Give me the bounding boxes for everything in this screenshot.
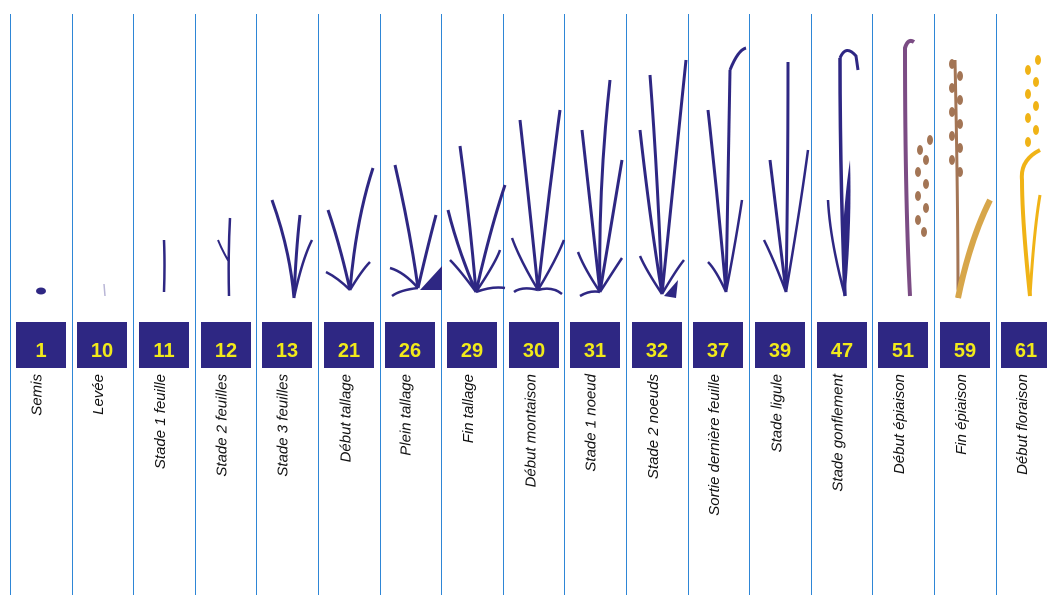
column-separators xyxy=(10,14,997,595)
stage-label: Stade 2 noeuds xyxy=(617,374,662,574)
stage-label: Plein tallage xyxy=(370,374,415,574)
plant-3-feuilles-icon xyxy=(270,199,314,299)
stage-label-text: Stade 2 feuilles xyxy=(214,374,231,477)
stage-label: Début floraison xyxy=(986,374,1031,574)
stage-label: Levée xyxy=(62,374,107,574)
stage-code-badge: 26 xyxy=(385,322,435,368)
stage-code-badge: 39 xyxy=(755,322,805,368)
stage-label: Fin tallage xyxy=(432,374,477,574)
stage-label: Stade gonflement xyxy=(802,374,847,574)
plant-levee-icon xyxy=(103,283,106,297)
plant-debut-epiaison-icon xyxy=(902,38,933,297)
plant-gonflement-icon xyxy=(826,49,860,297)
stage-label-text: Levée xyxy=(90,374,107,415)
stage-code-badge: 51 xyxy=(878,322,928,368)
plant-1-feuille-icon xyxy=(162,239,166,293)
stage-code-badge: 12 xyxy=(201,322,251,368)
stage-label-text: Début épiaison xyxy=(891,374,908,475)
plant-fin-epiaison-icon xyxy=(949,59,993,299)
stage-label: Fin épiaison xyxy=(925,374,970,574)
plant-1-noeud-icon xyxy=(576,79,624,298)
stage-label-text: Début tallage xyxy=(337,374,354,463)
stage-label: Stade 3 feuilles xyxy=(247,374,292,574)
stage-label: Début épiaison xyxy=(863,374,908,574)
stage-code-badge: 10 xyxy=(77,322,127,368)
stage-label: Début montaison xyxy=(494,374,539,574)
stage-code-badge: 31 xyxy=(570,322,620,368)
stage-label-text: Stade 2 noeuds xyxy=(645,374,662,480)
stage-label-text: Stade 1 noeud xyxy=(583,374,600,472)
stage-label: Sortie dernière feuille xyxy=(678,374,723,574)
plant-debut-floraison-icon xyxy=(1019,55,1042,297)
stage-label-text: Stade 3 feuilles xyxy=(275,374,292,477)
stage-code-badge: 1 xyxy=(16,322,66,368)
stage-label: Stade 1 noeud xyxy=(555,374,600,574)
plant-2-feuilles-icon xyxy=(217,217,232,297)
stage-label: Début tallage xyxy=(309,374,354,574)
stage-code-badge: 29 xyxy=(447,322,497,368)
stage-label-text: Semis xyxy=(29,374,46,416)
stage-label-text: Stade 1 feuille xyxy=(152,374,169,470)
stage-code-badge: 21 xyxy=(324,322,374,368)
plant-debut-tallage-icon xyxy=(325,167,375,291)
plant-2-noeuds-icon xyxy=(638,59,688,298)
stage-label-text: Début floraison xyxy=(1014,374,1031,475)
stage-code-badge: 11 xyxy=(139,322,189,368)
stage-label-text: Fin épiaison xyxy=(953,374,970,455)
stage-label: Stade 2 feuilles xyxy=(186,374,231,574)
stage-code-badge: 37 xyxy=(693,322,743,368)
plant-plein-tallage-icon xyxy=(389,164,442,298)
stage-code-badge: 32 xyxy=(632,322,682,368)
stage-label-text: Stade gonflement xyxy=(830,374,847,492)
stage-label-text: Sortie dernière feuille xyxy=(706,374,723,516)
stage-label: Stade ligule xyxy=(740,374,785,574)
stage-label-text: Stade ligule xyxy=(768,374,785,453)
plant-fin-tallage-icon xyxy=(446,145,507,294)
plant-debut-montaison-icon xyxy=(510,109,566,296)
stage-label-text: Fin tallage xyxy=(460,374,477,444)
stage-code-badge: 61 xyxy=(1001,322,1047,368)
stage-code-badge: 30 xyxy=(509,322,559,368)
stage-code-badge: 59 xyxy=(940,322,990,368)
stage-label: Semis xyxy=(1,374,46,574)
plant-semis-icon xyxy=(36,287,46,295)
stage-code-badge: 13 xyxy=(262,322,312,368)
stage-label-text: Début montaison xyxy=(522,374,539,488)
stage-label: Stade 1 feuille xyxy=(124,374,169,574)
plant-ligule-icon xyxy=(762,61,810,293)
stage-label-text: Plein tallage xyxy=(398,374,415,456)
stage-code-badge: 47 xyxy=(817,322,867,368)
plant-derniere-feuille-icon xyxy=(706,46,747,293)
